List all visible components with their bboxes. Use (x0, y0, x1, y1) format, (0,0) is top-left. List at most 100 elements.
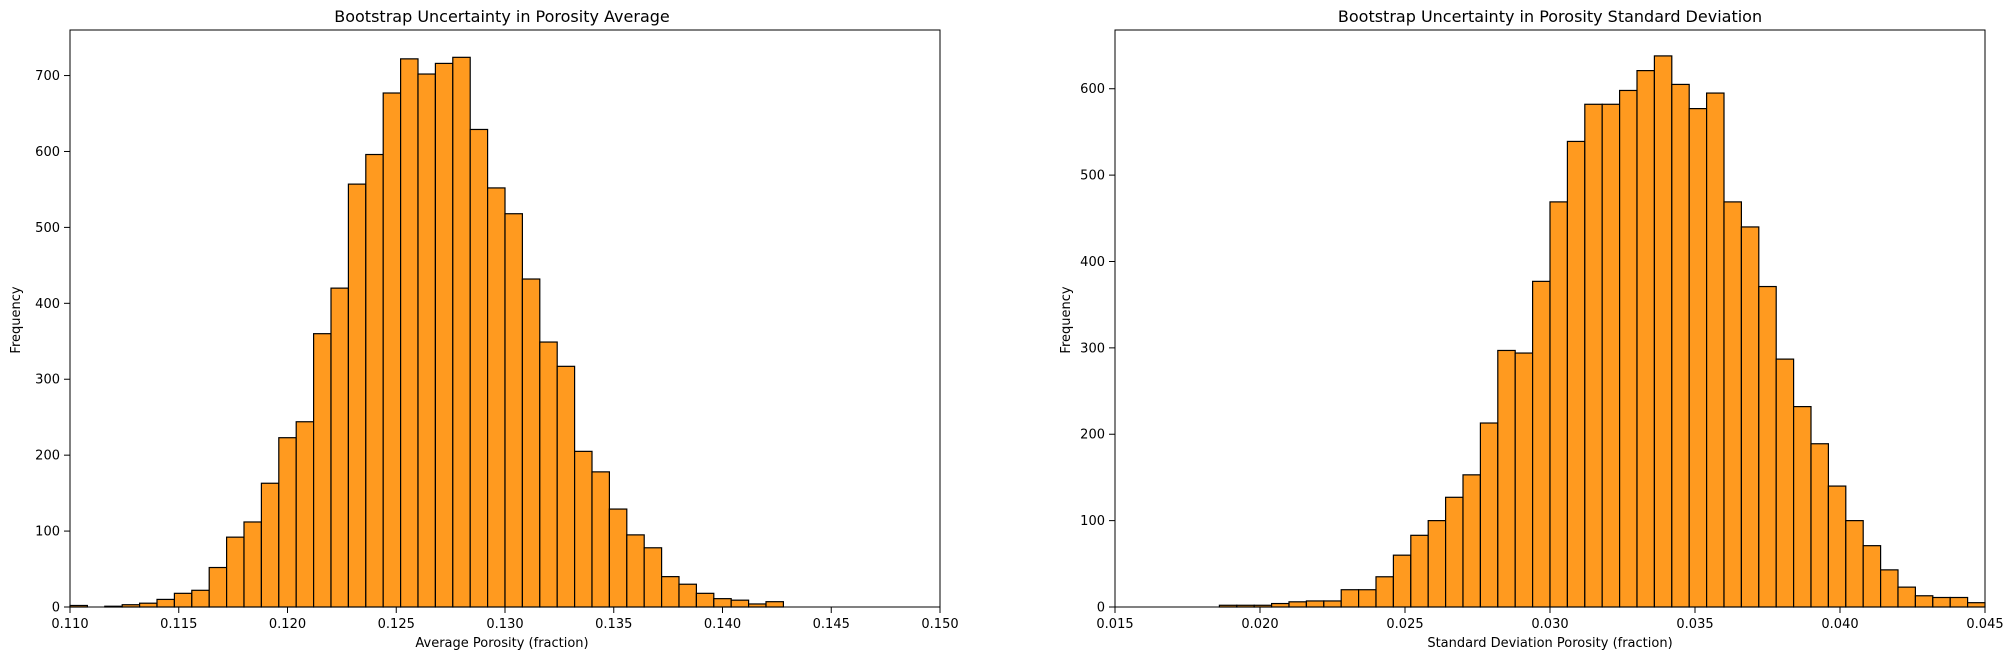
y-tick-label: 600 (35, 145, 60, 160)
axes: 0.110 0.115 0.120 0.125 0.130 0.135 0.140 0.145… (35, 29, 959, 632)
y-tick-label: 300 (35, 373, 60, 388)
histogram-bar (1879, 569, 1899, 608)
histogram-bar (278, 437, 297, 608)
histogram-bar (1427, 520, 1447, 608)
histogram-bar (173, 592, 193, 608)
histogram-bar (1810, 443, 1829, 608)
x-tick-label: 0.045 (1966, 617, 2003, 632)
histogram-bar (1845, 520, 1864, 608)
x-axis-label: Average Porosity (fraction) (415, 636, 588, 651)
histogram-bar (243, 521, 262, 608)
histogram-bar (1862, 545, 1882, 608)
histogram-bar (1618, 89, 1638, 608)
histogram-bar (1740, 226, 1760, 608)
histogram-bar (1688, 107, 1708, 608)
y-tick-label: 0 (52, 601, 60, 616)
histogram-bar (434, 62, 454, 608)
y-tick-label: 200 (1080, 428, 1105, 443)
histogram-bar (1723, 201, 1742, 608)
histogram-bar (347, 183, 367, 608)
histogram-bar (191, 589, 210, 608)
histogram-bar (1636, 69, 1655, 608)
x-tick-label: 0.130 (486, 617, 523, 632)
x-tick-label: 0.145 (813, 617, 850, 632)
histogram-bar (521, 278, 541, 608)
histogram-bar (1932, 596, 1951, 608)
histogram-bar (1897, 586, 1916, 608)
histogram-bar (487, 187, 506, 608)
histogram-bar (260, 482, 280, 608)
y-tick-label: 400 (1080, 255, 1105, 270)
histogram-bar (400, 58, 419, 608)
histogram-bar (1827, 485, 1847, 608)
histogram-bar (1531, 280, 1551, 608)
histogram-bar (591, 471, 610, 608)
histogram-bar (1462, 474, 1481, 608)
x-tick-label: 0.040 (1821, 617, 1858, 632)
x-tick-label: 0.135 (595, 617, 632, 632)
histogram-bar (608, 508, 628, 608)
histogram-bar (504, 213, 523, 608)
histogram-bar (660, 576, 680, 608)
histogram-bar (313, 333, 332, 608)
histogram-bar (713, 598, 732, 608)
histogram-bar (1601, 103, 1621, 608)
histogram-bar (1584, 103, 1603, 608)
histogram-bar (1705, 92, 1725, 608)
histogram-bar (330, 287, 349, 608)
y-tick-label: 100 (35, 525, 60, 540)
histogram-bar (730, 599, 750, 608)
x-tick-label: 0.140 (704, 617, 741, 632)
x-tick-label: 0.015 (1096, 617, 1133, 632)
histogram-bars (69, 56, 784, 608)
y-axis-label: Frequency (9, 286, 24, 353)
histogram-bar (295, 421, 315, 608)
histogram-bar (539, 341, 558, 608)
y-tick-label: 0 (1097, 601, 1105, 616)
histogram-bar (678, 583, 697, 608)
histogram-bar (1966, 602, 1986, 608)
histogram-bar (1775, 358, 1795, 608)
histogram-bar (643, 547, 663, 608)
histogram-bar (1340, 589, 1360, 608)
histogram-bar (1444, 496, 1464, 608)
histogram-bar (1671, 83, 1690, 608)
x-tick-label: 0.115 (160, 617, 197, 632)
x-tick-label: 0.150 (921, 617, 958, 632)
y-tick-label: 200 (35, 449, 60, 464)
histogram-bar (1949, 596, 1969, 608)
x-tick-label: 0.125 (378, 617, 415, 632)
histogram-bar (1914, 595, 1934, 608)
histogram-bar (1392, 554, 1412, 608)
chart-title: Bootstrap Uncertainty in Porosity Standa… (1338, 7, 1762, 26)
histogram-bar (1792, 406, 1812, 608)
histogram-bar (556, 365, 576, 608)
histogram-bar (1375, 576, 1394, 608)
histogram-bar (1357, 589, 1377, 608)
x-tick-label: 0.035 (1676, 617, 1713, 632)
histogram-bar (208, 566, 228, 608)
x-tick-label: 0.030 (1531, 617, 1568, 632)
chart-stddev-porosity: Bootstrap Uncertainty in Porosity Standa… (1059, 7, 2004, 651)
histogram-bar (226, 536, 245, 608)
chart-title: Bootstrap Uncertainty in Porosity Averag… (334, 7, 670, 26)
histogram-bar (765, 601, 784, 608)
histogram-bar (1288, 601, 1307, 608)
x-tick-label: 0.025 (1386, 617, 1423, 632)
x-axis-label: Standard Deviation Porosity (fraction) (1427, 636, 1672, 651)
y-tick-label: 500 (35, 221, 60, 236)
histogram-bar (1758, 285, 1777, 608)
histogram-bar (573, 450, 593, 608)
y-tick-label: 100 (1080, 514, 1105, 529)
histogram-bar (1270, 602, 1290, 608)
y-tick-label: 600 (1080, 82, 1105, 97)
histogram-bar (1653, 55, 1673, 608)
y-axis-label: Frequency (1059, 286, 1074, 353)
histogram-bar (1323, 600, 1342, 608)
histogram-bar (139, 602, 158, 608)
histogram-bar (1497, 349, 1516, 608)
histogram-bar (156, 598, 175, 608)
histogram-bar (1549, 201, 1568, 608)
histogram-bar (1514, 352, 1534, 608)
